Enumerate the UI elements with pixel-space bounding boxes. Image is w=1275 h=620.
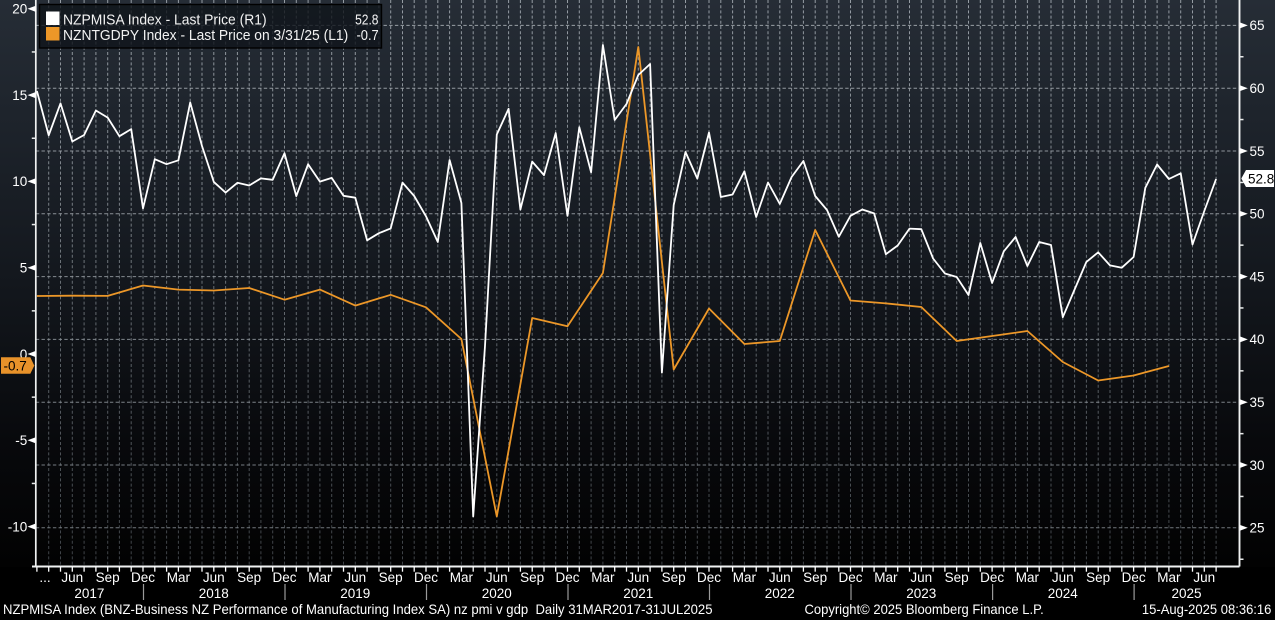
svg-text:Mar: Mar [167,570,191,585]
svg-text:2025: 2025 [1171,586,1201,601]
svg-text:2022: 2022 [765,586,795,601]
svg-text:Mar: Mar [591,570,615,585]
svg-text:Dec: Dec [838,570,862,585]
svg-text:Mar: Mar [1016,570,1040,585]
svg-text:2018: 2018 [199,586,229,601]
svg-text:Mar: Mar [874,570,898,585]
svg-text:...: ... [39,570,50,585]
svg-text:Sep: Sep [237,570,261,585]
svg-text:Mar: Mar [733,570,757,585]
svg-text:-0.7: -0.7 [357,27,379,44]
svg-text:Sep: Sep [379,570,403,585]
svg-text:65: 65 [1250,18,1265,33]
svg-text:55: 55 [1250,144,1265,159]
svg-text:Sep: Sep [520,570,544,585]
svg-text:Sep: Sep [96,570,120,585]
svg-text:2021: 2021 [623,586,653,601]
svg-text:Jun: Jun [627,570,649,585]
svg-text:2023: 2023 [906,586,936,601]
svg-text:-5: -5 [15,433,27,448]
svg-text:NZPMISA Index - Last Price (R1: NZPMISA Index - Last Price (R1) [63,12,267,29]
svg-text:-0.7: -0.7 [4,358,27,373]
svg-text:Mar: Mar [308,570,332,585]
svg-text:Jun: Jun [61,570,83,585]
svg-text:Jun: Jun [344,570,366,585]
svg-text:2017: 2017 [74,586,104,601]
svg-text:Dec: Dec [697,570,721,585]
svg-text:10: 10 [12,174,27,189]
svg-text:Dec: Dec [1122,570,1146,585]
svg-text:Copyright© 2025 Bloomberg Fina: Copyright© 2025 Bloomberg Finance L.P. [805,602,1044,617]
svg-text:15: 15 [12,88,27,103]
svg-text:Mar: Mar [450,570,474,585]
svg-text:2020: 2020 [482,586,512,601]
svg-text:Jun: Jun [910,570,932,585]
svg-text:Sep: Sep [803,570,827,585]
svg-text:Dec: Dec [414,570,438,585]
svg-text:25: 25 [1250,521,1265,536]
svg-text:40: 40 [1250,332,1265,347]
svg-text:0: 0 [20,347,28,362]
svg-text:Sep: Sep [662,570,686,585]
svg-text:Jun: Jun [203,570,225,585]
svg-text:NZNTGDPY Index - Last Price on: NZNTGDPY Index - Last Price on 3/31/25 (… [63,27,348,44]
svg-text:Dec: Dec [131,570,155,585]
svg-text:Jun: Jun [1052,570,1074,585]
svg-text:60: 60 [1250,81,1265,96]
svg-text:2019: 2019 [340,586,370,601]
svg-text:Mar: Mar [1157,570,1181,585]
svg-text:Dec: Dec [272,570,296,585]
svg-text:Jun: Jun [769,570,791,585]
svg-text:-10: -10 [8,519,28,534]
svg-text:52.8: 52.8 [1248,171,1274,186]
svg-text:NZPMISA Index (BNZ-Business NZ: NZPMISA Index (BNZ-Business NZ Performan… [3,602,713,617]
svg-text:52.8: 52.8 [355,12,378,29]
svg-text:5: 5 [20,261,28,276]
svg-text:35: 35 [1250,395,1265,410]
svg-text:15-Aug-2025 08:36:16: 15-Aug-2025 08:36:16 [1142,602,1272,617]
svg-text:Dec: Dec [980,570,1004,585]
svg-text:30: 30 [1250,458,1265,473]
svg-text:Jun: Jun [486,570,508,585]
svg-text:Sep: Sep [1086,570,1110,585]
svg-text:45: 45 [1250,269,1265,284]
svg-text:50: 50 [1250,207,1265,222]
svg-text:Jun: Jun [1193,570,1215,585]
svg-text:Dec: Dec [555,570,579,585]
svg-text:20: 20 [12,2,27,17]
svg-text:2024: 2024 [1048,586,1079,601]
svg-text:Sep: Sep [945,570,969,585]
